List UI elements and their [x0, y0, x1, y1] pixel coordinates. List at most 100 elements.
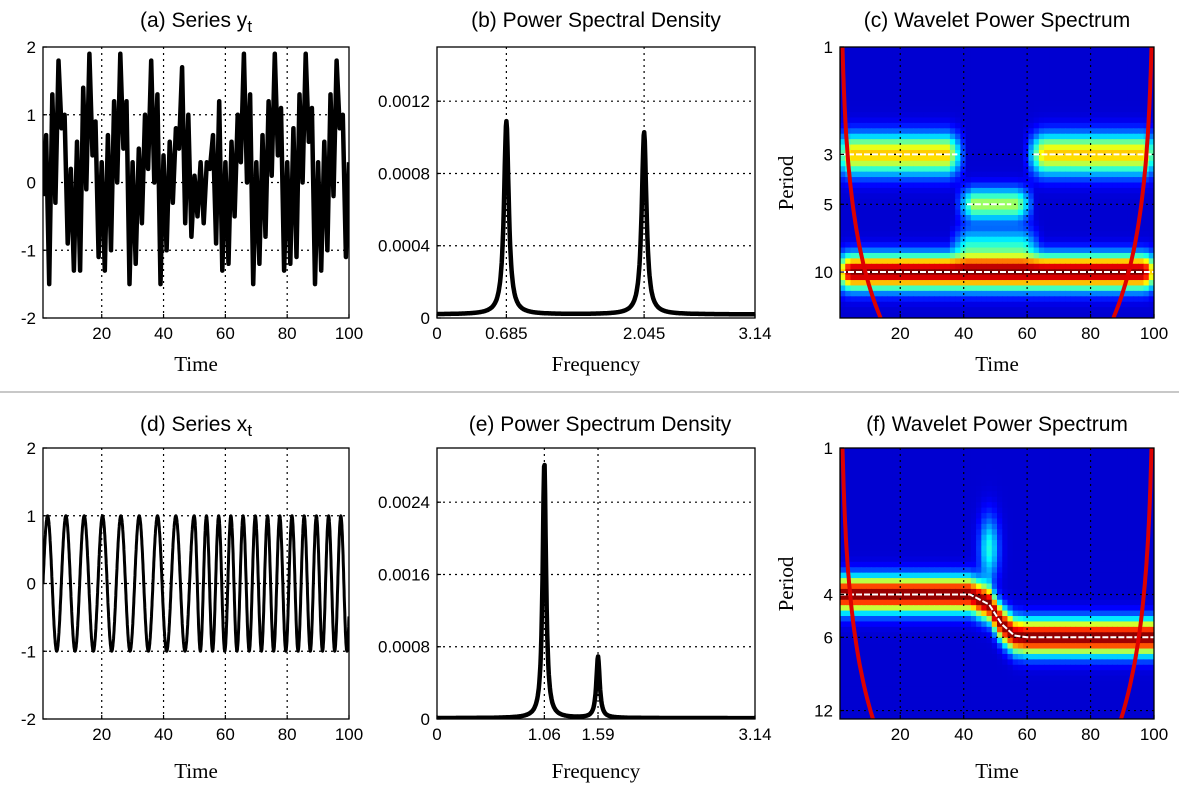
- heat-cell: [902, 47, 909, 54]
- heat-cell: [960, 144, 967, 151]
- heat-cell: [855, 464, 862, 471]
- heat-cell: [1065, 263, 1071, 270]
- heat-cell: [1059, 448, 1066, 455]
- heat-cell: [876, 231, 883, 238]
- heat-cell: [928, 469, 935, 476]
- heat-cell: [860, 133, 867, 140]
- heat-cell: [908, 79, 914, 86]
- heat-cell: [991, 307, 998, 314]
- heat-cell: [970, 57, 977, 64]
- heat-cell: [1075, 469, 1082, 476]
- heat-cell: [1049, 236, 1056, 243]
- heat-cell: [840, 225, 846, 232]
- heat-cell: [949, 502, 956, 509]
- heat-cell: [1028, 567, 1035, 574]
- heat-cell: [944, 464, 951, 471]
- heat-cell: [1143, 247, 1150, 254]
- heat-cell: [1065, 545, 1071, 552]
- heat-cell: [944, 117, 951, 124]
- heat-cell: [934, 155, 941, 162]
- heat-cell: [1096, 301, 1103, 308]
- heat-cell: [986, 599, 993, 606]
- heat-cell: [1033, 458, 1040, 465]
- heat-cell: [976, 502, 982, 509]
- heat-cell: [928, 209, 935, 216]
- heat-cell: [923, 513, 930, 520]
- heat-cell: [939, 599, 946, 606]
- heat-cell: [908, 258, 914, 265]
- heat-cell: [997, 52, 1003, 59]
- heat-cell: [1002, 556, 1009, 563]
- heat-cell: [939, 518, 946, 525]
- heat-cell: [1112, 63, 1118, 70]
- heat-cell: [887, 117, 893, 124]
- heat-cell: [1096, 198, 1103, 205]
- heat-cell: [892, 453, 899, 460]
- heat-cell: [928, 263, 935, 270]
- heat-cell: [965, 258, 972, 265]
- heat-cell: [1065, 95, 1071, 102]
- heat-cell: [871, 556, 878, 563]
- heat-cell: [913, 448, 920, 455]
- heat-cell: [881, 502, 888, 509]
- heat-cell: [845, 220, 852, 227]
- heat-cell: [1012, 231, 1019, 238]
- heat-cell: [850, 496, 857, 503]
- heat-cell: [986, 90, 993, 97]
- heat-cell: [997, 518, 1003, 525]
- heat-cell: [860, 215, 867, 222]
- heat-cell: [965, 594, 972, 601]
- heat-cell: [960, 198, 967, 205]
- heat-cell: [928, 198, 935, 205]
- heat-cell: [1138, 280, 1145, 287]
- heat-cell: [1085, 572, 1092, 579]
- heat-cell: [944, 95, 951, 102]
- heat-cell: [1054, 112, 1061, 119]
- heat-cell: [876, 79, 883, 86]
- heat-cell: [1117, 274, 1124, 281]
- heat-cell: [871, 171, 878, 178]
- heat-cell: [908, 139, 914, 146]
- heat-cell: [1133, 133, 1139, 140]
- heat-cell: [866, 599, 872, 606]
- heat-cell: [944, 496, 951, 503]
- heat-cell: [1012, 458, 1019, 465]
- heat-cell: [902, 258, 909, 265]
- heat-cell: [1101, 171, 1108, 178]
- heat-cell: [939, 52, 946, 59]
- heat-cell: [866, 307, 872, 314]
- heat-cell: [1002, 578, 1009, 585]
- heat-cell: [876, 90, 883, 97]
- heat-cell: [871, 209, 878, 216]
- heat-cell: [1012, 252, 1019, 259]
- heat-cell: [1080, 95, 1087, 102]
- heat-cell: [939, 307, 946, 314]
- heat-cell: [949, 166, 956, 173]
- heat-cell: [1101, 583, 1108, 590]
- heat-cell: [934, 518, 941, 525]
- heat-cell: [970, 95, 977, 102]
- heat-cell: [1127, 578, 1134, 585]
- heat-cell: [991, 475, 998, 482]
- heat-cell: [1080, 578, 1087, 585]
- heat-cell: [1148, 583, 1154, 590]
- heat-cell: [1085, 263, 1092, 270]
- heat-cell: [949, 215, 956, 222]
- heat-cell: [934, 204, 941, 211]
- heat-cell: [1096, 252, 1103, 259]
- heat-cell: [1080, 242, 1087, 249]
- heat-cell: [840, 242, 846, 249]
- heat-cell: [976, 307, 982, 314]
- heat-cell: [1017, 128, 1024, 135]
- heat-cell: [944, 453, 951, 460]
- heat-cell: [908, 166, 914, 173]
- heat-cell: [949, 204, 956, 211]
- heat-cell: [855, 187, 862, 194]
- heat-cell: [934, 95, 941, 102]
- heat-cell: [866, 296, 872, 303]
- heat-cell: [934, 177, 941, 184]
- heat-cell: [976, 274, 982, 281]
- heat-cell: [949, 496, 956, 503]
- heat-cell: [976, 252, 982, 259]
- heat-cell: [1080, 453, 1087, 460]
